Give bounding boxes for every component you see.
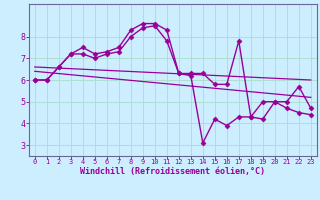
X-axis label: Windchill (Refroidissement éolien,°C): Windchill (Refroidissement éolien,°C) bbox=[80, 167, 265, 176]
